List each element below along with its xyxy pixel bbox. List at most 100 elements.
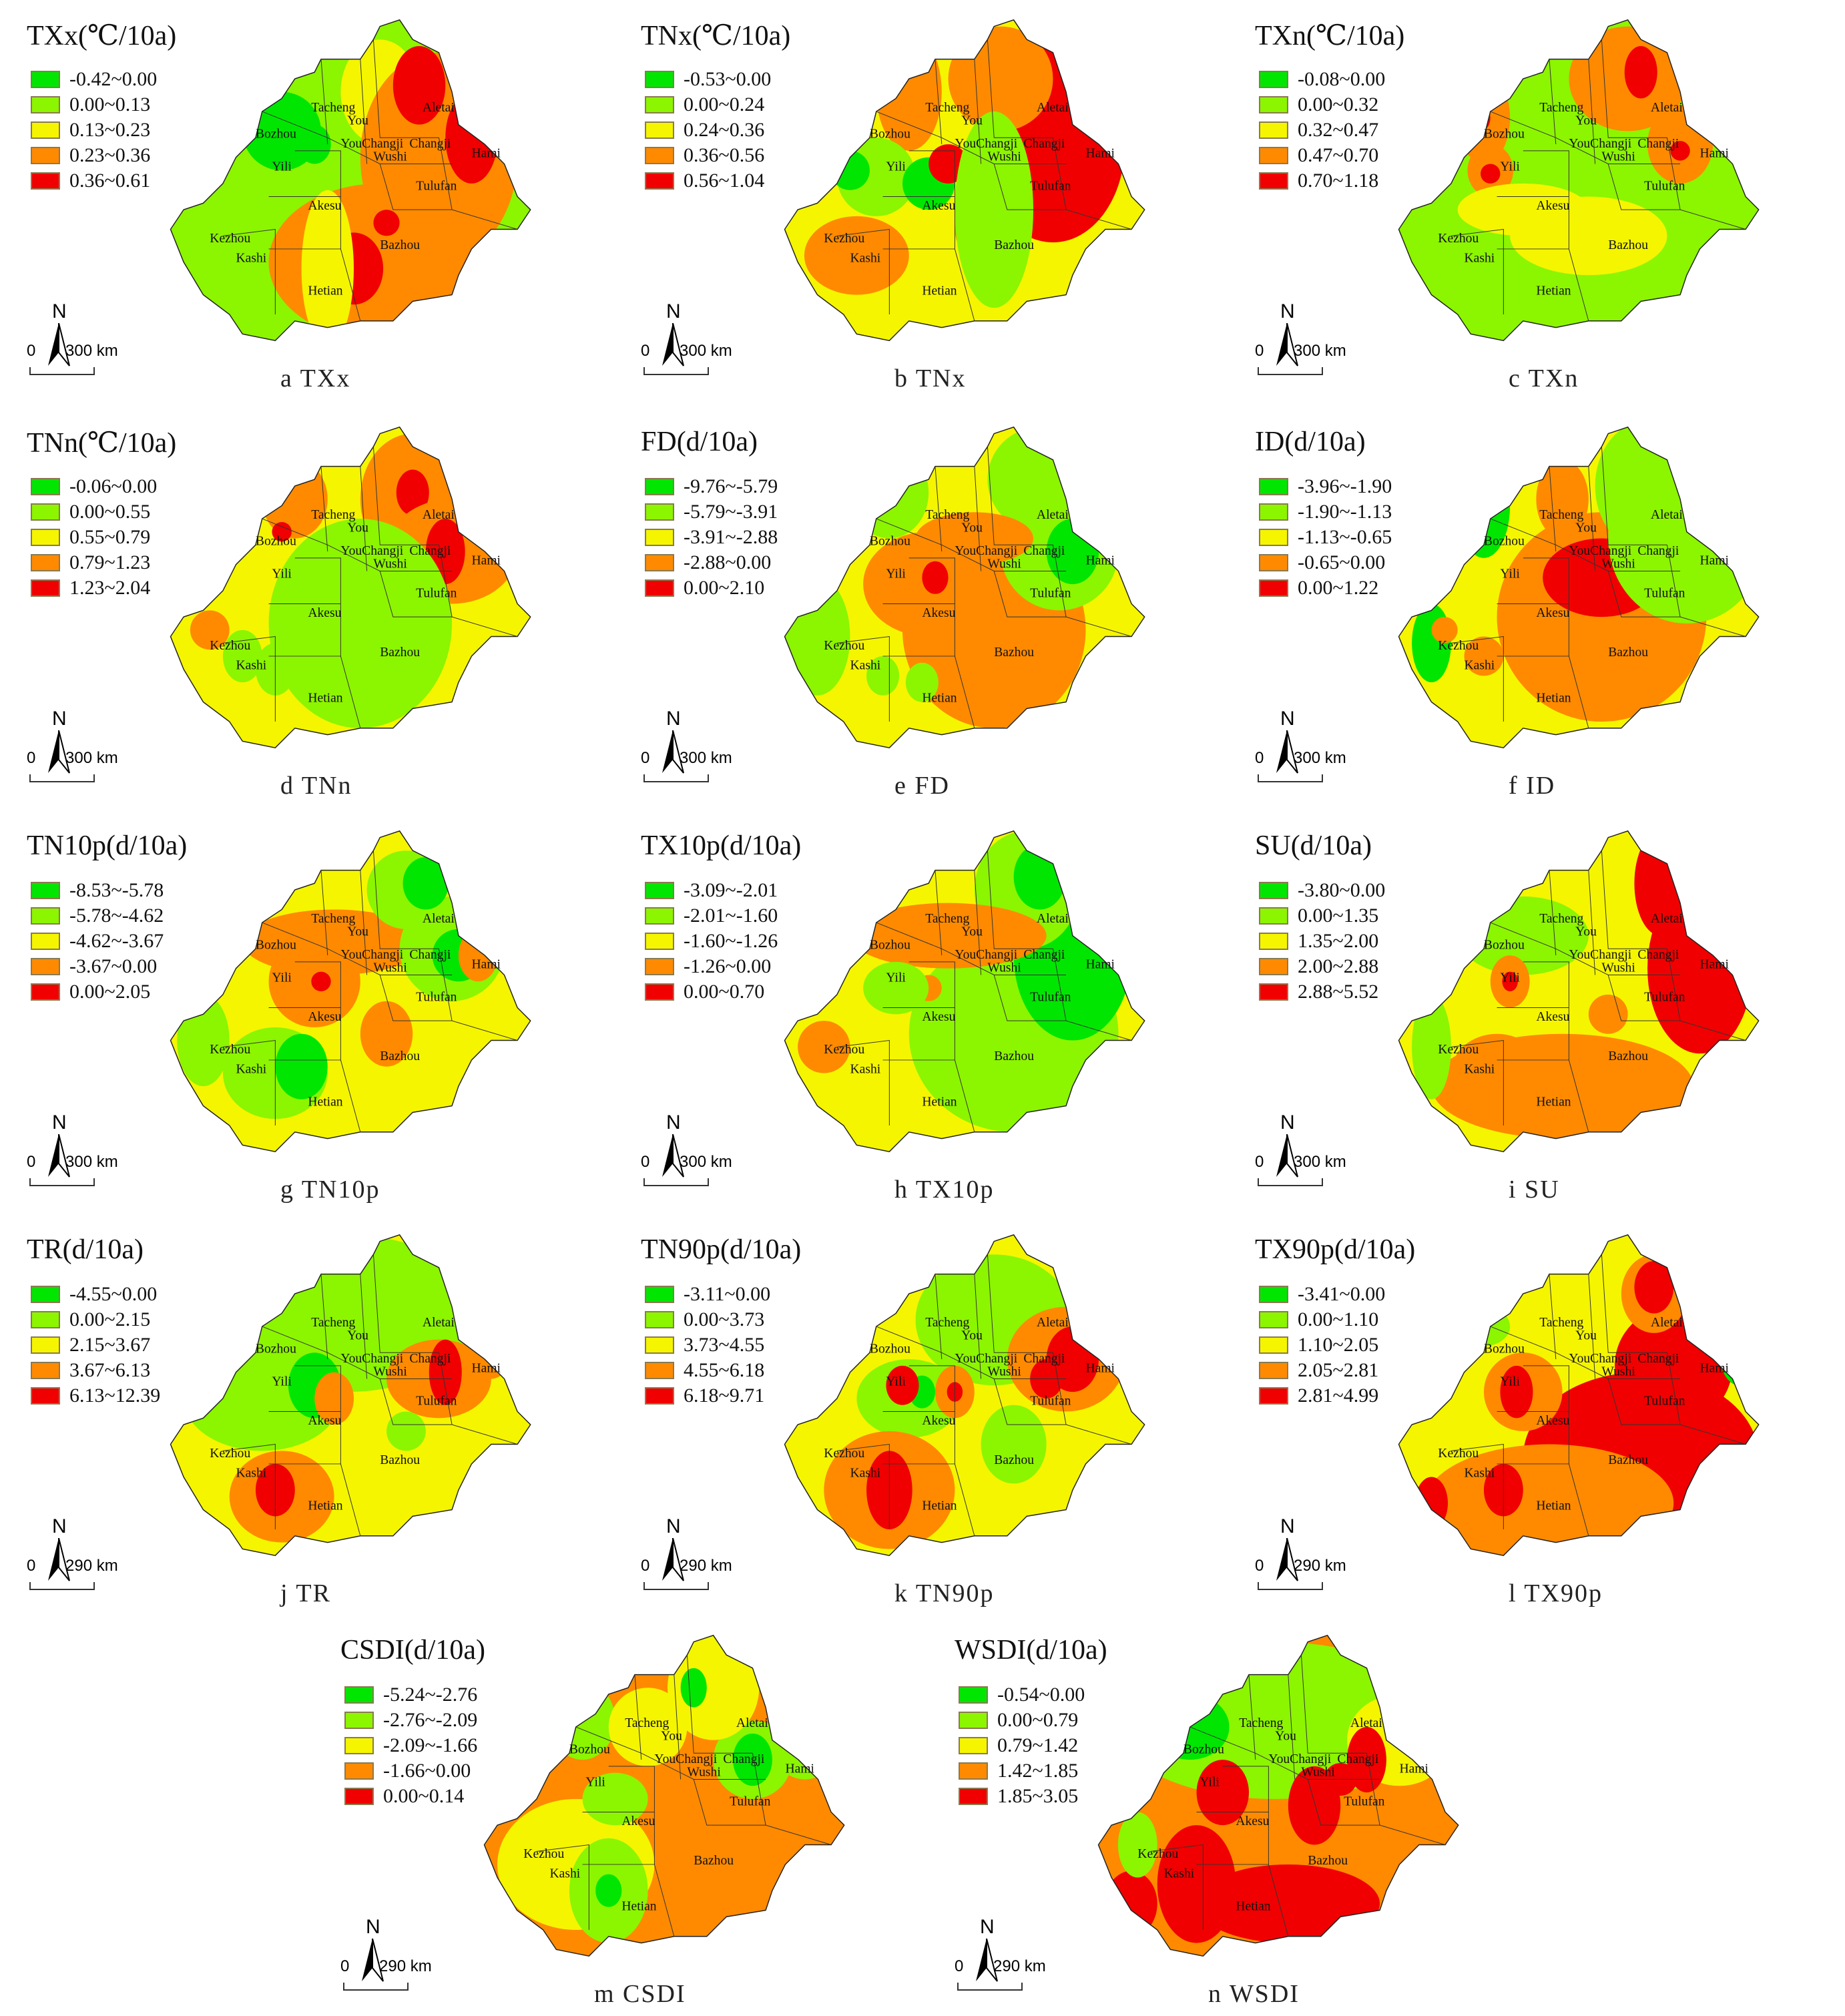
legend: -3.96~-1.90 -1.90~-1.13 -1.13~-0.65 -0.65~0… xyxy=(1259,474,1392,601)
xinjiang-map: Aletai Tacheng You Bozhou YouChangji Changji W… xyxy=(414,1629,921,1963)
region-label: You xyxy=(961,521,983,535)
region-label: Bazhou xyxy=(1608,1453,1648,1467)
region-label: Akesu xyxy=(1536,199,1569,213)
scale-zero: 0 xyxy=(27,1153,36,1171)
region-label: Hami xyxy=(1699,958,1729,972)
region-label: Hetian xyxy=(1536,1499,1571,1513)
scale-bar xyxy=(1258,367,1323,375)
region-label: Akesu xyxy=(1536,1414,1569,1428)
region-label: Changji xyxy=(409,544,451,558)
region-label: Hetian xyxy=(1236,1900,1270,1914)
xinjiang-map: Aletai Tacheng You Bozhou YouChangji Changji W… xyxy=(100,824,607,1158)
legend-label: 2.00~2.88 xyxy=(1298,955,1379,977)
legend-swatch xyxy=(31,958,60,975)
region-label: Aletai xyxy=(423,912,455,926)
region-label: Changji xyxy=(409,1352,451,1366)
region-label: Bozhou xyxy=(870,534,910,548)
region-label: Tacheng xyxy=(925,912,969,926)
legend-item: -2.76~-2.09 xyxy=(344,1708,477,1733)
region-label: Tacheng xyxy=(1539,912,1583,926)
region-label: Akesu xyxy=(308,1010,341,1024)
scale-distance: 290 km xyxy=(1294,1557,1346,1575)
region-label: Wushi xyxy=(1601,150,1635,164)
legend-item: 0.32~0.47 xyxy=(1259,117,1385,143)
legend-title: TNx(℃/10a) xyxy=(641,21,791,51)
north-label: N xyxy=(52,708,67,730)
scale-distance: 300 km xyxy=(65,342,118,360)
legend-item: -0.65~0.00 xyxy=(1259,550,1392,575)
legend-swatch xyxy=(1259,1387,1288,1405)
region-label: Kashi xyxy=(850,659,881,673)
north-label: N xyxy=(366,1916,380,1938)
map-panel-d: TNn(℃/10a) -0.06~0.00 0.00~0.55 0.55~0.79 0… xyxy=(0,407,614,808)
panel-caption: j TR xyxy=(280,1579,331,1607)
region-label: Kezhou xyxy=(210,1043,250,1057)
region-label: Aletai xyxy=(1651,508,1683,522)
region-label: Yili xyxy=(1500,160,1520,174)
region-label: You xyxy=(961,1329,983,1343)
north-label: N xyxy=(1280,1111,1295,1133)
legend-label: 0.36~0.56 xyxy=(684,144,765,166)
north-label: N xyxy=(52,1111,67,1133)
region-label: Changji xyxy=(1637,544,1679,558)
legend-label: -1.60~-1.26 xyxy=(684,930,778,952)
legend-title: TXx(℃/10a) xyxy=(27,21,177,51)
region-label: Tacheng xyxy=(925,508,969,522)
legend-label: 6.13~12.39 xyxy=(69,1384,161,1407)
region-label: Hami xyxy=(1085,958,1115,972)
region-label: Bazhou xyxy=(1608,238,1648,252)
legend-swatch xyxy=(959,1712,988,1729)
region-label: Kashi xyxy=(236,1467,267,1481)
region-label: Aletai xyxy=(1037,912,1069,926)
scale-bar xyxy=(643,367,709,375)
panel-caption: i SU xyxy=(1509,1176,1560,1204)
legend-label: 0.00~1.22 xyxy=(1298,577,1379,599)
legend-item: 0.70~1.18 xyxy=(1259,168,1385,194)
region-label: Bozhou xyxy=(256,938,296,952)
legend-swatch xyxy=(645,121,674,139)
north-arrow-scale-bar: N 0 300 km xyxy=(1255,300,1355,375)
legend-item: -3.91~-2.88 xyxy=(645,525,778,550)
legend-item: 2.05~2.81 xyxy=(1259,1358,1385,1383)
region-label: YouChangji xyxy=(955,137,1017,151)
legend-item: 0.00~0.32 xyxy=(1259,92,1385,117)
legend-label: 0.00~0.13 xyxy=(69,93,151,115)
legend-swatch xyxy=(31,554,60,571)
panel-caption: g TN10p xyxy=(280,1176,380,1204)
north-arrow-icon xyxy=(48,323,70,366)
legend-title: TN90p(d/10a) xyxy=(641,1234,802,1265)
legend-item: -9.76~-5.79 xyxy=(645,474,778,499)
legend-label: 0.24~0.36 xyxy=(684,119,765,141)
map-panel-n: WSDI(d/10a) -0.54~0.00 0.00~0.79 0.79~1.42… xyxy=(928,1615,1542,2016)
region-label: Akesu xyxy=(308,1414,341,1428)
legend-item: 0.13~0.23 xyxy=(31,117,157,143)
region-label: Hami xyxy=(471,147,501,161)
region-label: Bozhou xyxy=(569,1742,610,1756)
legend: -0.54~0.00 0.00~0.79 0.79~1.42 1.42~1.85 1.8… xyxy=(959,1682,1085,1809)
north-arrow-scale-bar: N 0 290 km xyxy=(27,1515,127,1590)
region-label: Wushi xyxy=(373,961,407,975)
legend-label: 0.00~3.73 xyxy=(684,1308,765,1330)
legend-title: TX90p(d/10a) xyxy=(1255,1234,1416,1265)
legend-swatch xyxy=(645,983,674,1001)
region-label: Yili xyxy=(1500,567,1520,581)
legend-swatch xyxy=(1259,478,1288,495)
xinjiang-map: Aletai Tacheng You Bozhou YouChangji Changji W… xyxy=(714,824,1222,1158)
legend-label: 1.85~3.05 xyxy=(997,1785,1079,1807)
region-label: Hetian xyxy=(308,692,342,706)
region-label: Aletai xyxy=(1350,1716,1382,1730)
legend-label: -4.62~-3.67 xyxy=(69,930,164,952)
region-label: Kezhou xyxy=(1438,232,1479,246)
legend: -0.08~0.00 0.00~0.32 0.32~0.47 0.47~0.70 0.7… xyxy=(1259,67,1385,194)
region-label: YouChangji xyxy=(340,948,403,962)
legend-swatch xyxy=(31,503,60,521)
scale-distance: 290 km xyxy=(65,1557,118,1575)
legend-swatch xyxy=(645,478,674,495)
region-label: Changji xyxy=(1637,137,1679,151)
legend-swatch xyxy=(31,1387,60,1405)
region-label: Tacheng xyxy=(311,508,355,522)
legend: -0.06~0.00 0.00~0.55 0.55~0.79 0.79~1.23 1.2… xyxy=(31,474,157,601)
scale-distance: 300 km xyxy=(1294,1153,1346,1171)
scale-bar xyxy=(1258,774,1323,782)
legend-item: -5.24~-2.76 xyxy=(344,1682,477,1708)
